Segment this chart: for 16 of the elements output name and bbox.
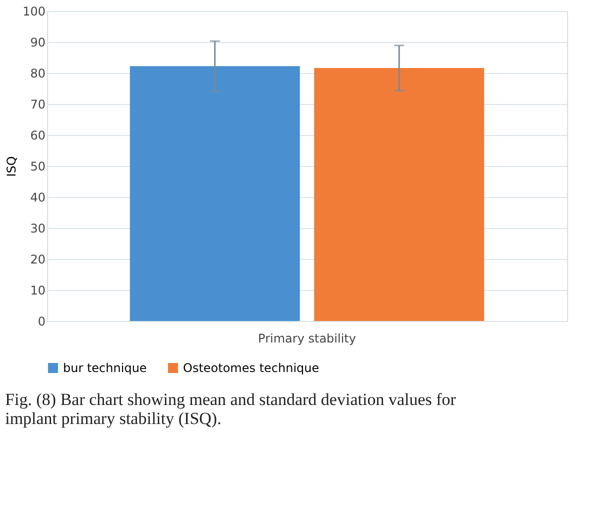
- y-tick-label: 100: [22, 4, 46, 18]
- y-tick-label: 80: [30, 66, 46, 80]
- y-tick-label: 50: [30, 160, 46, 174]
- y-tick-label: 0: [38, 314, 46, 328]
- y-tick-label: 70: [30, 98, 46, 112]
- legend-label: bur technique: [63, 361, 147, 375]
- x-tick-label: Primary stability: [258, 332, 356, 346]
- y-tick-label: 90: [30, 36, 46, 50]
- y-axis-title: ISQ: [4, 156, 19, 177]
- text: Fig. (8) Bar chart showing mean and standard deviation values for implant primary stability (ISQ).: [5, 390, 456, 428]
- y-tick-label: 20: [30, 252, 46, 266]
- y-tick-label: 40: [30, 190, 46, 204]
- y-tick-label: 30: [30, 222, 46, 236]
- y-tick-label: 60: [30, 128, 46, 142]
- legend-label: Osteotomes technique: [183, 361, 320, 375]
- y-tick-label: 10: [30, 284, 46, 298]
